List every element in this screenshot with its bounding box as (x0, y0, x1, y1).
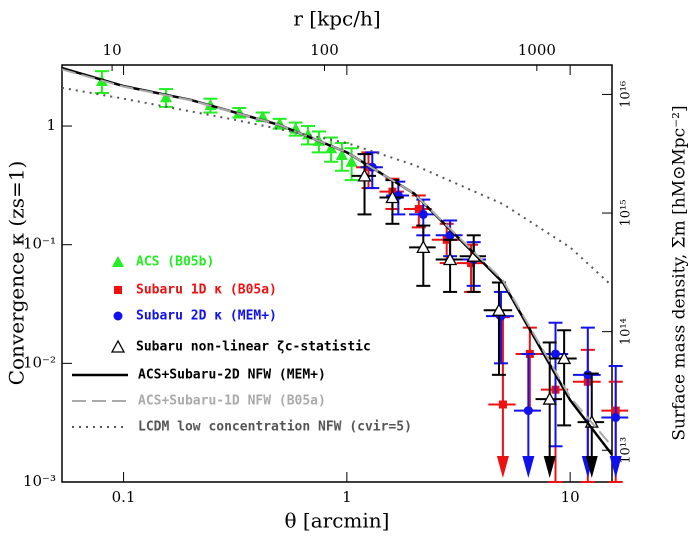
marker (557, 351, 572, 365)
marker (414, 204, 423, 213)
legend-label: ACS+Subaru-1D NFW (B05a) (138, 394, 326, 409)
legend-label: Subaru non-linear ζc-statistic (136, 340, 371, 355)
legend-marker (113, 311, 123, 321)
marker (611, 412, 621, 422)
x2-tick-label: 10 (103, 41, 122, 59)
marker (335, 149, 348, 161)
marker (416, 239, 431, 253)
plot-frame (61, 64, 613, 483)
legend-marker (110, 339, 126, 353)
x-tick-label: 1 (342, 488, 352, 506)
x-axis-label: θ [arcmin] (285, 509, 390, 533)
marker (442, 252, 458, 266)
legend-label: ACS (B05b) (136, 255, 214, 270)
legend-label: ACS+Subaru-2D NFW (MEM+) (138, 368, 326, 383)
model-line (61, 68, 613, 447)
upper-limit-head (585, 456, 598, 478)
legend-marker (112, 256, 124, 267)
marker (523, 406, 533, 416)
x2-tick-label: 1000 (518, 41, 556, 59)
marker (325, 142, 338, 154)
upper-limit-head (522, 456, 535, 478)
legend-label: Subaru 1D κ (B05a) (136, 283, 277, 298)
marker (491, 302, 507, 316)
y2-tick-label: 10¹⁴ (619, 318, 634, 345)
x-tick-label: 0.1 (112, 488, 136, 506)
x2-axis-label: r [kpc/h] (293, 7, 380, 31)
marker (418, 209, 428, 219)
upper-limit-head (543, 456, 556, 478)
y2-tick-label: 10¹⁶ (619, 81, 634, 108)
y-tick-label: 10⁻² (23, 353, 56, 371)
marker (542, 391, 557, 405)
legend-label: Subaru 2D κ (MEM+) (136, 309, 277, 324)
x-tick-label: 10 (561, 488, 580, 506)
y2-axis-label: Surface mass density, Σm [hM⊙Mpc⁻²] (670, 105, 690, 440)
marker (345, 155, 358, 167)
y-axis-label: Convergence κ (zs=1) (5, 161, 29, 386)
marker (160, 91, 173, 103)
legend-marker (114, 286, 122, 294)
upper-limit-head (496, 456, 509, 478)
y2-tick-label: 10¹³ (619, 437, 634, 464)
y-tick-label: 10⁻³ (23, 472, 56, 490)
legend-label: LCDM low concentration NFW (cvir=5) (138, 420, 412, 435)
y-tick-label: 1 (46, 116, 56, 134)
marker (385, 190, 400, 204)
y2-tick-label: 10¹⁵ (619, 200, 634, 227)
y-tick-label: 10⁻¹ (23, 235, 56, 253)
upper-limit-head (609, 456, 622, 478)
marker (551, 349, 561, 359)
marker (357, 168, 372, 182)
marker (498, 400, 507, 409)
x2-tick-label: 100 (310, 41, 339, 59)
